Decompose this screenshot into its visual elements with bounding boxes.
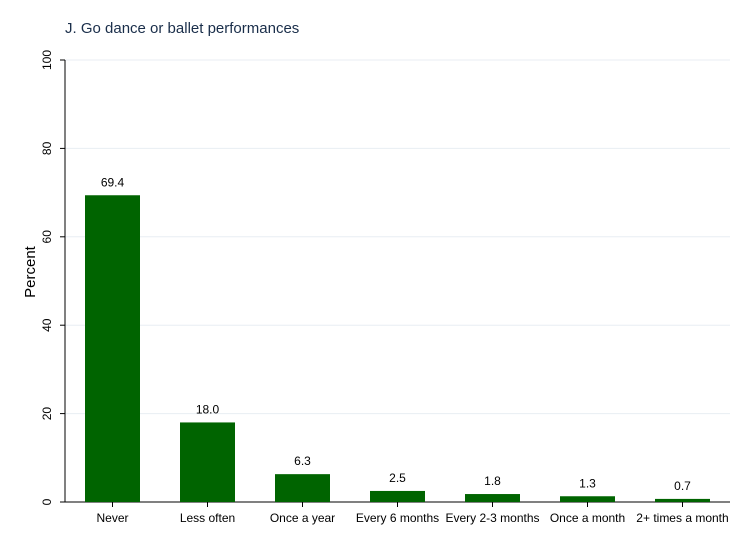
x-tick-label-6: 2+ times a month [636, 511, 728, 525]
y-tick-label-100: 100 [40, 50, 54, 70]
bar-4 [465, 494, 520, 502]
chart-title: J. Go dance or ballet performances [65, 20, 300, 37]
bar-layer [85, 195, 710, 502]
x-tick-label-1: Less often [180, 511, 235, 525]
bar-6 [655, 498, 710, 502]
bar-value-label-0: 69.4 [101, 175, 125, 189]
bar-value-label-4: 1.8 [484, 474, 501, 488]
bar-2 [275, 474, 330, 502]
x-tick-label-2: Once a year [270, 511, 335, 525]
y-tick-label-60: 60 [40, 230, 54, 244]
y-tick-label-20: 20 [40, 407, 54, 421]
bar-5 [560, 496, 615, 502]
axis-layer: 0 20 40 60 80 100 [40, 50, 730, 507]
label-layer: 69.4 Never 18.0 Less often 6.3 Once a year 2.5… [96, 175, 728, 525]
x-tick-label-3: Every 6 months [356, 511, 439, 525]
x-tick-label-0: Never [96, 511, 128, 525]
bar-1 [180, 422, 235, 502]
y-axis-title: Percent [22, 245, 39, 298]
bar-value-label-2: 6.3 [294, 454, 311, 468]
bar-0 [85, 195, 140, 502]
bar-value-label-3: 2.5 [389, 471, 406, 485]
y-tick-label-80: 80 [40, 141, 54, 155]
bar-3 [370, 490, 425, 502]
y-tick-label-0: 0 [40, 498, 54, 505]
bar-value-label-5: 1.3 [579, 476, 596, 490]
x-tick-label-5: Once a month [550, 511, 625, 525]
grid-layer [65, 59, 730, 415]
y-tick-label-40: 40 [40, 318, 54, 332]
x-tick-label-4: Every 2-3 months [445, 511, 539, 525]
bar-value-label-6: 0.7 [674, 479, 691, 493]
bar-value-label-1: 18.0 [196, 402, 220, 416]
